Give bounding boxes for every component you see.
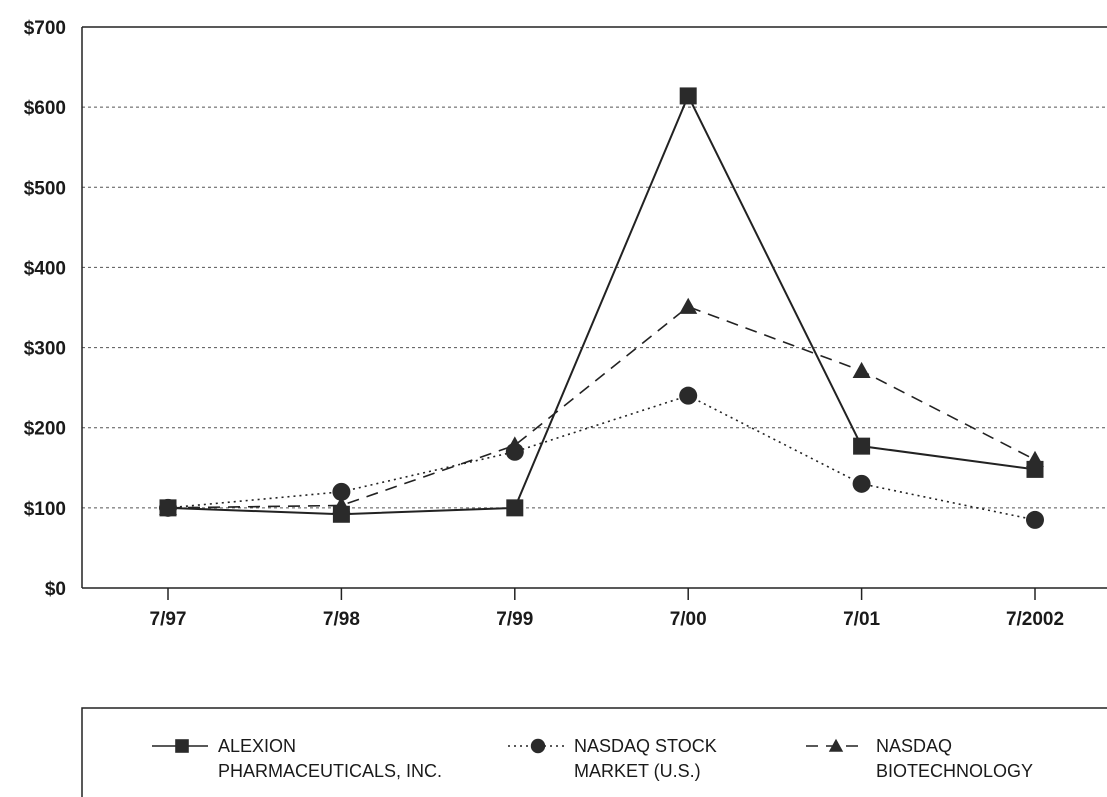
legend-label: MARKET (U.S.) [574,761,701,781]
series-line-0 [167,93,1036,516]
gridlines [82,106,1107,509]
x-tick-labels: 7/97 7/98 7/99 7/00 7/01 7/2002 [150,588,1064,630]
legend-marker-circle [530,738,546,754]
series-lines [167,93,1036,521]
x-tick-label: 7/01 [843,609,880,630]
legend-label: NASDAQ STOCK [574,736,717,756]
data-point-circle [679,386,698,405]
x-tick-label: 7/99 [496,609,533,630]
data-point-square [1026,460,1044,478]
y-tick-label: $100 [24,499,66,520]
data-point-square [853,437,871,455]
x-tick-label: 7/98 [323,609,360,630]
legend-label: ALEXION [218,736,296,756]
data-point-square [506,499,524,517]
legend-label: BIOTECHNOLOGY [876,761,1033,781]
y-tick-label: $400 [24,258,66,279]
y-tick-label: $600 [24,98,66,119]
legend-marker-square [175,739,189,753]
y-tick-label: $500 [24,178,66,199]
data-point-triangle [852,361,871,379]
x-tick-label: 7/2002 [1006,609,1064,630]
x-tick-label: 7/97 [150,609,187,630]
legend: ALEXION PHARMACEUTICALS, INC. NASDAQ STOCK… [81,707,1107,797]
series-line-1 [167,394,1036,521]
series-line-2 [167,305,1036,509]
data-point-circle [1026,510,1044,529]
legend-label: NASDAQ [876,736,952,756]
series-markers [159,87,1044,529]
legend-marker-triangle [828,738,844,752]
data-point-square [159,499,177,517]
y-tick-label: $0 [45,579,66,600]
x-tick-label: 7/00 [670,609,707,630]
legend-label: PHARMACEUTICALS, INC. [218,761,442,781]
y-tick-label: $300 [24,339,66,360]
data-point-circle [505,442,524,461]
data-point-circle [852,474,871,493]
data-point-circle [332,482,351,501]
data-point-square [679,87,697,105]
legend-box [81,707,1107,797]
axes [81,26,1107,589]
y-tick-labels: $0 $100 $200 $300 $400 $500 $600 $700 [24,18,66,600]
y-tick-label: $200 [24,419,66,440]
y-tick-label: $700 [24,18,66,39]
data-point-square [332,505,350,523]
data-point-triangle [679,297,698,314]
